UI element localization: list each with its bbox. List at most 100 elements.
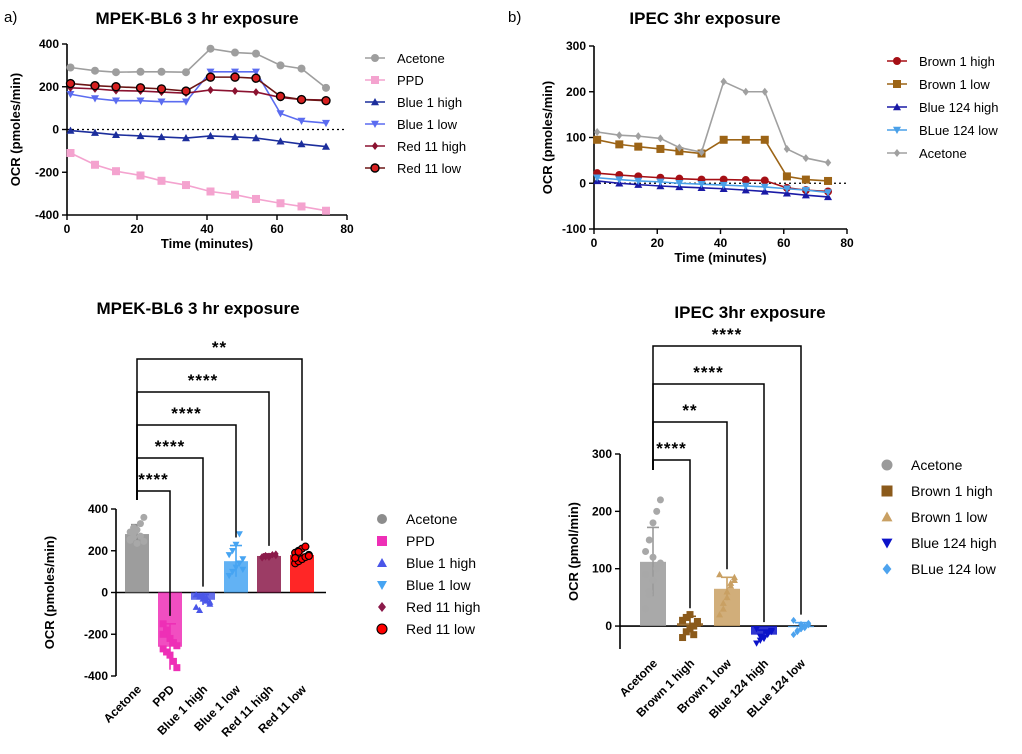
data-point [716, 570, 724, 578]
data-point [767, 627, 775, 635]
data-point [824, 176, 833, 185]
data-point [760, 135, 769, 144]
series-brown-1-high [593, 169, 833, 196]
legend-item-blue-1-low: Blue 1 low [365, 117, 458, 132]
data-point [686, 625, 694, 633]
legend-marker [371, 54, 379, 62]
data-point [192, 591, 200, 598]
legend-label: Blue 1 low [397, 117, 458, 132]
legend-marker [378, 602, 386, 612]
series-line [70, 76, 327, 102]
legend-item-blue-124-high: Blue 124 high [887, 100, 999, 115]
data-point [251, 73, 261, 83]
legend-label: Blue 124 high [911, 535, 997, 551]
x-tick-label: 20 [130, 222, 144, 236]
data-point [801, 624, 808, 632]
legend-label: Brown 1 high [919, 54, 995, 69]
data-point [794, 627, 801, 635]
data-point [230, 72, 240, 82]
data-point [649, 553, 657, 561]
data-point [275, 91, 286, 102]
legend-label: PPD [406, 533, 435, 549]
data-point [159, 620, 167, 628]
data-point [297, 117, 306, 125]
legend-marker [882, 563, 892, 575]
data-point [682, 628, 690, 636]
data-point [782, 185, 791, 193]
y-tick-label: -400 [84, 669, 108, 683]
bar-group-red-11-high [257, 550, 281, 593]
bracket-line [652, 383, 765, 623]
x-tick-label: 80 [840, 236, 854, 250]
legend-item-acetone: Acetone [881, 457, 963, 473]
legend-marker [893, 103, 901, 111]
legend-marker [371, 120, 379, 128]
significance-label: **** [693, 363, 723, 382]
data-point [182, 68, 190, 77]
x-tick-label: 60 [270, 222, 284, 236]
data-point [783, 144, 791, 153]
data-point [761, 87, 768, 96]
bar-group-acetone [125, 513, 149, 593]
data-point [140, 537, 148, 545]
legend-marker [371, 76, 379, 84]
ipec-bar-chart: IPEC 3hr exposure 0 100 200 300 OCR (pmol/min… [566, 303, 997, 721]
series-line [597, 138, 829, 182]
bar [257, 555, 281, 593]
y-axis-label: OCR (pmoles/min) [540, 81, 555, 194]
series-brown-1-low [593, 135, 833, 185]
data-point [140, 513, 148, 521]
data-point [649, 576, 657, 584]
data-point [126, 535, 134, 543]
data-point [294, 547, 303, 556]
x-tick-label: 20 [651, 236, 665, 250]
data-point [157, 67, 166, 76]
data-point [656, 559, 664, 567]
y-tick-label: -400 [35, 208, 59, 222]
data-point [615, 140, 624, 149]
legend-marker [881, 485, 893, 497]
x-tick-label: 40 [200, 222, 214, 236]
data-point [235, 531, 243, 538]
data-point [634, 142, 643, 151]
data-point [66, 149, 75, 158]
bracket-line [652, 345, 802, 615]
panel-label-b: b) [508, 9, 521, 26]
bar-group-blue-124-low [788, 616, 814, 639]
data-point [136, 171, 145, 180]
data-point [764, 630, 772, 637]
data-point [182, 134, 190, 142]
data-point [135, 83, 146, 93]
legend-label: Red 11 low [397, 161, 462, 176]
data-point [65, 78, 76, 89]
y-tick-label: 0 [605, 619, 612, 633]
data-point [593, 128, 601, 137]
data-point [159, 630, 167, 638]
legend-label: Acetone [406, 511, 458, 527]
data-point [90, 80, 100, 91]
legend-item-ppd: PPD [377, 533, 435, 549]
data-point [252, 194, 260, 203]
data-point [296, 94, 307, 105]
significance-label: **** [188, 371, 218, 390]
y-tick-label: 300 [592, 447, 612, 461]
data-point [720, 77, 727, 86]
data-point [790, 631, 797, 639]
data-point [693, 617, 701, 625]
legend-item-blue-1-low: Blue 1 low [377, 577, 471, 593]
data-point [205, 72, 216, 82]
data-point [136, 131, 145, 140]
data-point [91, 128, 99, 136]
legend-label: Acetone [919, 146, 967, 161]
legend-label: Blue 1 low [406, 577, 471, 593]
significance-label: **** [138, 470, 168, 489]
data-point [157, 98, 166, 106]
data-point [136, 532, 144, 540]
data-point [169, 657, 177, 665]
data-point [676, 143, 683, 152]
x-tick-label: 60 [777, 236, 791, 250]
y-tick-label: 200 [39, 80, 59, 94]
data-point [207, 85, 214, 94]
data-point [790, 616, 797, 624]
data-point [206, 187, 215, 196]
